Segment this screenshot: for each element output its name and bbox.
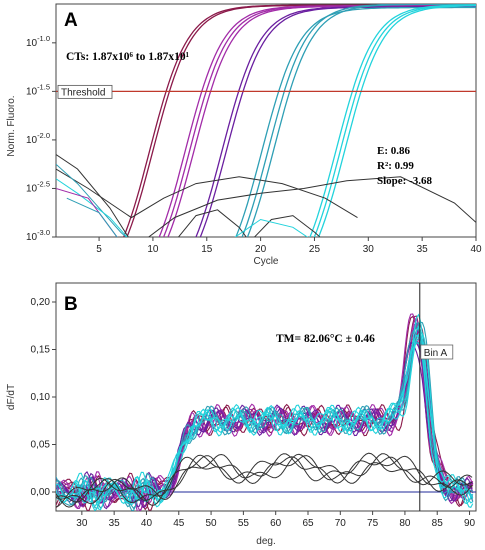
efficiency-stat: E: 0.86 bbox=[377, 145, 411, 157]
x-tick-label-a: 10 bbox=[147, 244, 159, 255]
x-tick-label-b: 60 bbox=[270, 518, 282, 529]
melt-curve bbox=[56, 334, 474, 504]
slope-stat: Slope: -3.68 bbox=[377, 175, 433, 187]
y-tick-label-b: 0,10 bbox=[31, 392, 51, 403]
x-axis-ticks-b: 30 35 40 45 50 55 60 65 70 75 80 85 90 bbox=[76, 511, 476, 529]
background-curve bbox=[253, 215, 321, 237]
threshold-label: Threshold bbox=[61, 87, 105, 98]
y-axis-ticks-a: 10-1.0 10-1.5 10-2.0 10-2.5 10-3.0 bbox=[26, 34, 56, 243]
melt-curve bbox=[56, 331, 474, 506]
y-tick-label-a: 10-2.0 bbox=[26, 131, 50, 146]
r-squared-stat: R²: 0.99 bbox=[377, 160, 414, 172]
x-tick-label-b: 55 bbox=[238, 518, 250, 529]
melt-curve bbox=[56, 341, 474, 509]
amplification-curve-cyan bbox=[313, 4, 476, 237]
y-tick-label-b: 0,00 bbox=[31, 487, 51, 498]
y-tick-label-b: 0,20 bbox=[31, 297, 51, 308]
x-tick-label-b: 35 bbox=[109, 518, 121, 529]
amplification-curves bbox=[56, 4, 476, 237]
threshold-label-box bbox=[57, 84, 113, 99]
negative-control-curve bbox=[56, 452, 473, 508]
x-tick-label-b: 50 bbox=[206, 518, 218, 529]
y-tick-label-b: 0,15 bbox=[31, 345, 51, 356]
amplification-curve-cyan bbox=[317, 5, 476, 237]
y-axis-title-a: Norm. Fluoro. bbox=[6, 95, 17, 156]
x-tick-label-b: 75 bbox=[367, 518, 379, 529]
x-tick-label-a: 25 bbox=[309, 244, 321, 255]
y-tick-label-a: 10-1.5 bbox=[26, 82, 50, 97]
background-curve bbox=[66, 197, 118, 237]
y-tick-label-a: 10-3.0 bbox=[26, 228, 50, 243]
x-tick-label-b: 90 bbox=[464, 518, 476, 529]
ct-range-annotation: CTs: 1.87x10⁶ to 1.87x10¹ bbox=[66, 51, 189, 63]
amplification-curve-cyan bbox=[309, 4, 476, 237]
x-tick-label-a: 35 bbox=[417, 244, 429, 255]
x-tick-label-b: 65 bbox=[302, 518, 314, 529]
x-axis-title-a: Cycle bbox=[253, 256, 278, 267]
y-tick-label-b: 0,05 bbox=[31, 440, 51, 451]
x-tick-label-a: 40 bbox=[470, 244, 482, 255]
melt-curves bbox=[56, 313, 474, 511]
x-tick-label-a: 20 bbox=[255, 244, 267, 255]
x-axis-ticks-a: 5 10 15 20 25 30 35 40 bbox=[96, 237, 482, 255]
x-tick-label-b: 80 bbox=[399, 518, 411, 529]
y-tick-label-a: 10-2.5 bbox=[26, 179, 50, 194]
melting-curve-plot: Bin A B TM= 82.06°C ± 0.46 0,000,050,100… bbox=[6, 282, 477, 547]
y-axis-title-b: dF/dT bbox=[6, 384, 17, 410]
x-tick-label-b: 70 bbox=[335, 518, 347, 529]
amplification-plot: Threshold A CTs: 1.87x10⁶ to 1.87x10¹ E:… bbox=[6, 3, 482, 267]
melt-curve bbox=[56, 327, 474, 509]
x-axis-title-b: deg. bbox=[256, 536, 275, 547]
x-tick-label-b: 85 bbox=[432, 518, 444, 529]
bin-label: Bin A bbox=[424, 348, 448, 359]
bin-label-box bbox=[420, 344, 454, 360]
melting-temp-annotation: TM= 82.06°C ± 0.46 bbox=[276, 333, 375, 345]
x-tick-label-a: 30 bbox=[363, 244, 375, 255]
background-curve bbox=[56, 154, 129, 237]
x-tick-label-a: 15 bbox=[201, 244, 213, 255]
bin-marker: Bin A bbox=[419, 283, 454, 511]
x-tick-label-b: 40 bbox=[141, 518, 153, 529]
background-curve bbox=[234, 218, 309, 237]
x-tick-label-a: 5 bbox=[96, 244, 102, 255]
plot-area-a bbox=[55, 3, 477, 238]
background-curve bbox=[56, 163, 127, 237]
background-curve bbox=[147, 176, 476, 237]
y-axis-ticks-b: 0,00 0,05 0,10 0,15 0,20 bbox=[31, 297, 56, 498]
panel-label-a: A bbox=[64, 10, 78, 31]
y-tick-label-a: 10-1.0 bbox=[26, 34, 50, 49]
x-tick-label-b: 45 bbox=[173, 518, 185, 529]
panel-label-b: B bbox=[64, 294, 78, 315]
amplification-curve-teal bbox=[235, 6, 476, 237]
amplification-curve-teal bbox=[246, 4, 476, 237]
background-curve bbox=[56, 168, 358, 219]
x-tick-label-b: 30 bbox=[76, 518, 88, 529]
